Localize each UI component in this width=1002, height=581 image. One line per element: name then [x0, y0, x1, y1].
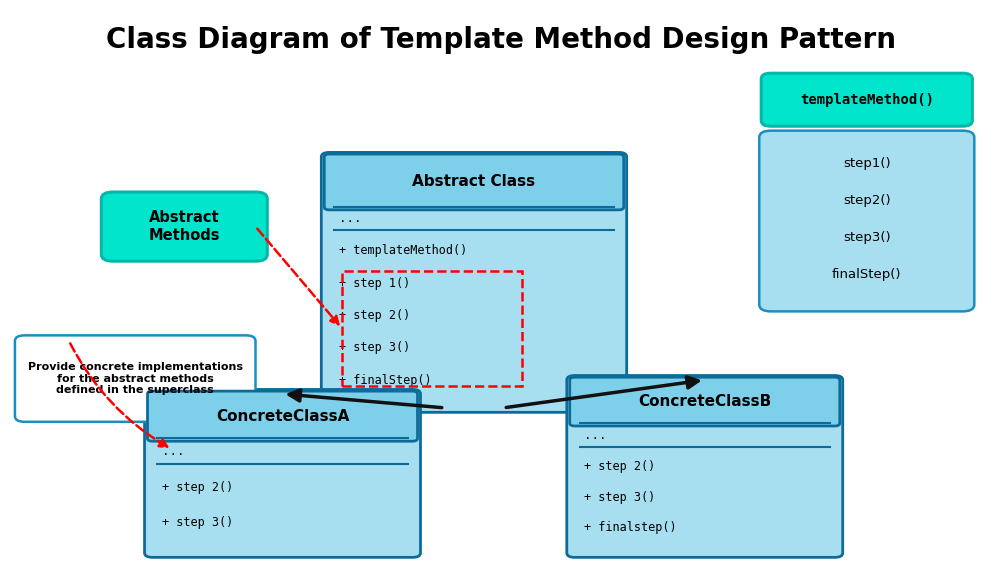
- Text: step3(): step3(): [843, 231, 891, 244]
- FancyBboxPatch shape: [322, 152, 626, 413]
- Text: templateMethod(): templateMethod(): [800, 93, 934, 107]
- Text: Provide concrete implementations
for the abstract methods
defined in the supercl: Provide concrete implementations for the…: [28, 362, 242, 395]
- Text: Class Diagram of Template Method Design Pattern: Class Diagram of Template Method Design …: [106, 26, 896, 54]
- Text: ConcreteClassB: ConcreteClassB: [638, 394, 772, 409]
- Text: + finalstep(): + finalstep(): [584, 521, 677, 534]
- FancyBboxPatch shape: [144, 389, 421, 557]
- FancyBboxPatch shape: [325, 154, 623, 210]
- FancyBboxPatch shape: [760, 131, 974, 311]
- Bar: [342, 271, 521, 386]
- Text: + step 2(): + step 2(): [339, 309, 410, 322]
- Text: + step 2(): + step 2(): [584, 461, 655, 474]
- Text: Abstract Class: Abstract Class: [413, 174, 535, 189]
- FancyBboxPatch shape: [567, 375, 843, 557]
- Text: + step 1(): + step 1(): [339, 277, 410, 289]
- Text: step2(): step2(): [843, 194, 891, 207]
- Text: + finalStep(): + finalStep(): [339, 374, 432, 387]
- Text: + step 2(): + step 2(): [162, 480, 233, 493]
- Text: + step 3(): + step 3(): [339, 342, 410, 354]
- FancyBboxPatch shape: [101, 192, 268, 261]
- Text: ScholarHat: ScholarHat: [387, 315, 576, 345]
- Text: step1(): step1(): [843, 157, 891, 170]
- Text: + templateMethod(): + templateMethod(): [339, 244, 467, 257]
- Text: ...: ...: [584, 429, 607, 442]
- Text: + step 3(): + step 3(): [162, 516, 233, 529]
- Text: ConcreteClassA: ConcreteClassA: [215, 408, 350, 424]
- FancyBboxPatch shape: [570, 377, 840, 426]
- Text: finalStep(): finalStep(): [832, 268, 902, 281]
- Text: Abstract
Methods: Abstract Methods: [148, 210, 220, 243]
- Text: ...: ...: [339, 212, 362, 225]
- FancyBboxPatch shape: [147, 391, 418, 441]
- FancyBboxPatch shape: [762, 73, 972, 126]
- Text: + step 3(): + step 3(): [584, 490, 655, 504]
- FancyBboxPatch shape: [15, 335, 256, 422]
- Text: ...: ...: [162, 444, 184, 458]
